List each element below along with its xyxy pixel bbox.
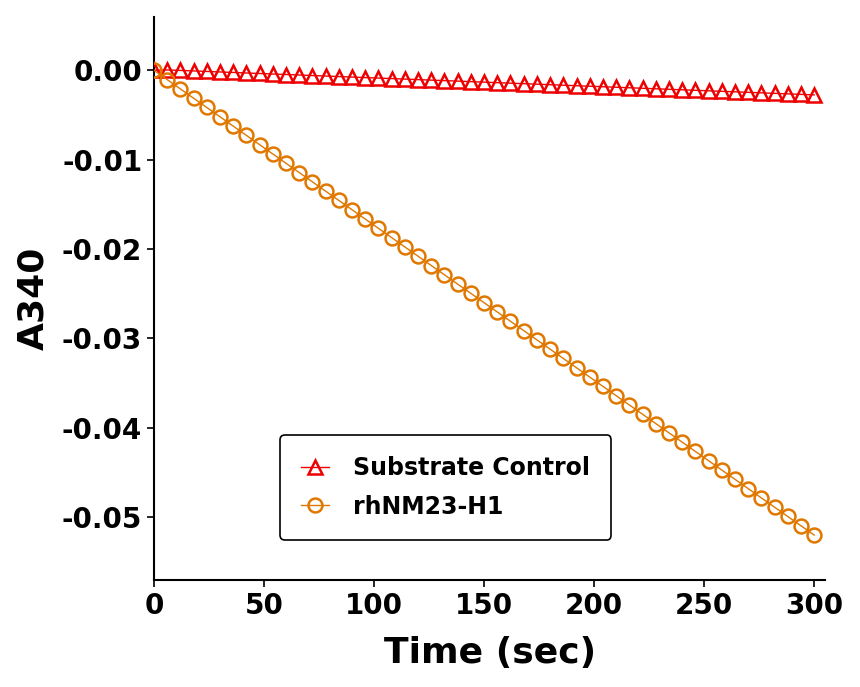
rhNM23-H1 [624, 401, 635, 409]
rhNM23-H1 [294, 168, 304, 177]
Substrate Control [162, 66, 172, 74]
Line: rhNM23-H1: rhNM23-H1 [147, 63, 821, 542]
Legend: Substrate Control, rhNM23-H1: Substrate Control, rhNM23-H1 [280, 436, 611, 540]
Substrate Control [307, 71, 317, 80]
rhNM23-H1 [796, 521, 806, 530]
Substrate Control [149, 66, 159, 74]
rhNM23-H1 [347, 205, 357, 214]
rhNM23-H1 [360, 215, 371, 223]
Substrate Control [637, 84, 648, 92]
rhNM23-H1 [585, 373, 595, 381]
Substrate Control [809, 91, 820, 99]
Substrate Control [598, 82, 608, 91]
Line: Substrate Control: Substrate Control [147, 63, 821, 102]
Substrate Control [796, 90, 806, 98]
X-axis label: Time (sec): Time (sec) [384, 636, 596, 671]
rhNM23-H1 [809, 531, 820, 539]
rhNM23-H1 [149, 66, 159, 74]
Substrate Control [360, 74, 371, 82]
Y-axis label: A340: A340 [16, 247, 51, 350]
Substrate Control [373, 74, 384, 82]
